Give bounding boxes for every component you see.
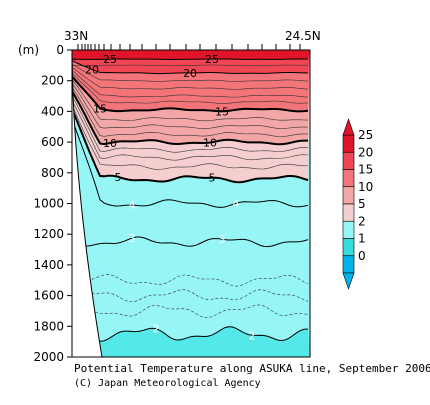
colorbar-swatch — [342, 186, 355, 205]
y-tick-label: 800 — [41, 166, 64, 180]
colorbar-swatch — [342, 134, 355, 153]
isotherm-minor — [72, 70, 309, 98]
colorbar-swatch — [342, 255, 355, 274]
colorbar-tick-label: 5 — [358, 197, 366, 211]
isotherm-minor — [72, 64, 309, 67]
isotherm-minor — [72, 79, 309, 122]
seabed-wedge — [72, 50, 103, 357]
contour-label-15: 15 — [93, 102, 107, 115]
station-ticks — [77, 44, 301, 50]
contour-labels: 25 25 20 20 15 15 10 10 5 5 4 4 3 3 2 2 — [85, 53, 256, 342]
contour-label-3: 3 — [219, 233, 226, 246]
y-tick-label: 1800 — [33, 319, 64, 333]
isotherm-minor — [72, 99, 309, 161]
y-tick-label: 200 — [41, 74, 64, 88]
colorbar-tick-label: 1 — [358, 232, 366, 246]
x-end-label: 24.5N — [285, 29, 321, 43]
colorbar-swatch — [342, 220, 355, 239]
y-tick-label: 1600 — [33, 289, 64, 303]
colorbar-tick-label: 15 — [358, 163, 373, 177]
isotherm-minor — [72, 95, 309, 153]
isotherm-20 — [72, 60, 309, 75]
contour-label-15: 15 — [215, 105, 229, 118]
isotherm-minor — [72, 63, 309, 82]
colorbar-swatch — [342, 238, 355, 257]
contour-label-25: 25 — [205, 53, 219, 66]
contour-label-10: 10 — [103, 137, 117, 150]
isotherm-2 — [72, 326, 309, 342]
credit-line: (C) Japan Meteorological Agency — [74, 378, 261, 389]
isotherm-minor — [72, 274, 309, 287]
contour-label-2: 2 — [249, 329, 256, 342]
contour-plot-area — [72, 50, 310, 357]
colorbar-tick-label: 2 — [358, 214, 366, 228]
colorbar-top-arrow — [342, 118, 355, 136]
contour-label-4: 4 — [233, 197, 240, 210]
contour-label-20: 20 — [85, 63, 99, 76]
colorbar-swatch — [342, 169, 355, 188]
x-start-label: 33N — [64, 29, 88, 43]
isotherm-minor — [72, 73, 309, 104]
colorbar-tick-label: 0 — [358, 249, 366, 263]
y-unit-label: (m) — [18, 43, 39, 57]
layer-below-2 — [72, 326, 310, 357]
y-tick-label: 600 — [41, 135, 64, 149]
contour-label-5: 5 — [115, 171, 122, 184]
contour-label-5: 5 — [209, 172, 216, 185]
isotherm-minor — [72, 67, 309, 90]
isotherm-5 — [72, 108, 309, 184]
y-tick-label: 1400 — [33, 258, 64, 272]
contour-label-20: 20 — [183, 67, 197, 80]
y-axis: 0 200 400 600 800 1000 1200 1400 1600 1800 2000 — [33, 43, 72, 364]
isotherm-3 — [72, 236, 309, 248]
isotherm-10 — [72, 90, 309, 146]
isotherm-minor — [72, 86, 309, 137]
colorbar-tick-label: 25 — [358, 128, 373, 142]
chart-title: Potential Temperature along ASUKA line, … — [74, 362, 430, 375]
colorbar-bottom-arrow — [342, 272, 355, 290]
y-tick-label: 2000 — [33, 350, 64, 364]
contour-label-3: 3 — [129, 232, 136, 245]
contour-label-4: 4 — [129, 199, 136, 212]
temperature-layer — [72, 50, 310, 60]
isotherm-minor — [72, 104, 309, 170]
y-tick-label: 400 — [41, 104, 64, 118]
colorbar-swatch — [342, 151, 355, 170]
isotherm-15 — [72, 75, 309, 113]
colorbar-swatch — [342, 203, 355, 222]
isotherm-minor — [72, 82, 309, 129]
isotherm-4 — [72, 118, 309, 208]
y-tick-label: 1200 — [33, 227, 64, 241]
y-tick-label: 1000 — [33, 197, 64, 211]
contour-label-10: 10 — [203, 137, 217, 150]
contour-label-2: 2 — [153, 323, 160, 336]
isotherm-minor — [72, 304, 309, 318]
colorbar-tick-label: 20 — [358, 145, 373, 159]
y-tick-label: 0 — [56, 43, 64, 57]
colorbar-tick-label: 10 — [358, 180, 373, 194]
contour-label-25: 25 — [103, 53, 117, 66]
isotherm-minor — [72, 289, 309, 303]
